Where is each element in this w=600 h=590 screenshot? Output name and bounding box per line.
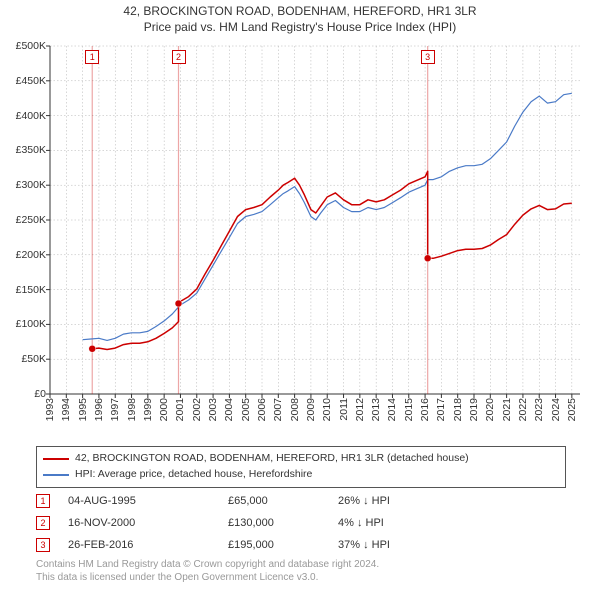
x-tick-label: 1996 — [93, 398, 105, 421]
x-tick-label: 2005 — [240, 398, 252, 421]
sale-price: £65,000 — [228, 495, 338, 507]
sale-date: 26-FEB-2016 — [68, 539, 228, 551]
sale-row: 2 16-NOV-2000£130,0004% ↓ HPI — [36, 512, 390, 534]
x-tick-label: 2019 — [468, 398, 480, 421]
sale-delta: 37% ↓ HPI — [338, 539, 390, 551]
x-tick-label: 2008 — [289, 398, 301, 421]
legend-label-hpi: HPI: Average price, detached house, Here… — [75, 467, 312, 483]
x-tick-label: 2025 — [566, 398, 578, 421]
y-axis: £0£50K£100K£150K£200K£250K£300K£350K£400… — [2, 46, 48, 394]
y-tick-label: £200K — [16, 249, 46, 261]
x-tick-label: 2006 — [256, 398, 268, 421]
title-subtitle: Price paid vs. HM Land Registry's House … — [0, 20, 600, 34]
chart-marker-2: 2 — [172, 50, 186, 64]
x-tick-label: 2021 — [501, 398, 513, 421]
legend-row-hpi: HPI: Average price, detached house, Here… — [43, 467, 559, 483]
x-tick-label: 1998 — [126, 398, 138, 421]
y-tick-label: £100K — [16, 318, 46, 330]
y-tick-label: £500K — [16, 40, 46, 52]
x-tick-label: 2002 — [191, 398, 203, 421]
x-tick-label: 2013 — [370, 398, 382, 421]
footer: Contains HM Land Registry data © Crown c… — [36, 558, 379, 584]
x-tick-label: 2023 — [533, 398, 545, 421]
x-tick-label: 2000 — [158, 398, 170, 421]
y-tick-label: £150K — [16, 284, 46, 296]
x-tick-label: 2018 — [452, 398, 464, 421]
x-tick-label: 2011 — [338, 398, 350, 421]
x-tick-label: 1999 — [142, 398, 154, 421]
x-tick-label: 1994 — [60, 398, 72, 421]
title-address: 42, BROCKINGTON ROAD, BODENHAM, HEREFORD… — [0, 4, 600, 18]
legend-line-hpi — [43, 474, 69, 476]
x-tick-label: 2001 — [174, 398, 186, 421]
y-tick-label: £350K — [16, 144, 46, 156]
x-tick-label: 1995 — [77, 398, 89, 421]
sale-delta: 26% ↓ HPI — [338, 495, 390, 507]
x-tick-label: 2020 — [484, 398, 496, 421]
y-tick-label: £400K — [16, 110, 46, 122]
sale-row: 3 26-FEB-2016£195,00037% ↓ HPI — [36, 534, 390, 556]
x-axis: 1993199419951996199719981999200020012002… — [50, 398, 580, 442]
x-tick-label: 2017 — [435, 398, 447, 421]
sale-date: 16-NOV-2000 — [68, 517, 228, 529]
footer-line2: This data is licensed under the Open Gov… — [36, 571, 379, 584]
sale-marker: 1 — [36, 494, 50, 508]
x-tick-label: 2016 — [419, 398, 431, 421]
chart-container: 42, BROCKINGTON ROAD, BODENHAM, HEREFORD… — [0, 0, 600, 590]
sale-marker: 2 — [36, 516, 50, 530]
sale-price: £195,000 — [228, 539, 338, 551]
sale-date: 04-AUG-1995 — [68, 495, 228, 507]
x-tick-label: 2014 — [386, 398, 398, 421]
x-tick-label: 2022 — [517, 398, 529, 421]
sale-delta: 4% ↓ HPI — [338, 517, 384, 529]
x-tick-label: 2010 — [321, 398, 333, 421]
x-tick-label: 1993 — [44, 398, 56, 421]
legend-row-property: 42, BROCKINGTON ROAD, BODENHAM, HEREFORD… — [43, 451, 559, 467]
x-tick-label: 2012 — [354, 398, 366, 421]
y-tick-label: £450K — [16, 75, 46, 87]
legend-line-property — [43, 458, 69, 460]
legend-label-property: 42, BROCKINGTON ROAD, BODENHAM, HEREFORD… — [75, 451, 469, 467]
chart-svg — [50, 46, 580, 394]
chart-marker-3: 3 — [421, 50, 435, 64]
x-tick-label: 2015 — [403, 398, 415, 421]
sale-row: 1 04-AUG-1995£65,00026% ↓ HPI — [36, 490, 390, 512]
x-tick-label: 2024 — [550, 398, 562, 421]
y-tick-label: £50K — [21, 353, 46, 365]
y-tick-label: £300K — [16, 179, 46, 191]
x-tick-label: 2007 — [272, 398, 284, 421]
x-tick-label: 2003 — [207, 398, 219, 421]
sale-marker: 3 — [36, 538, 50, 552]
legend: 42, BROCKINGTON ROAD, BODENHAM, HEREFORD… — [36, 446, 566, 488]
x-tick-label: 2004 — [223, 398, 235, 421]
sales-block: 1 04-AUG-1995£65,00026% ↓ HPI 2 16-NOV-2000… — [36, 490, 390, 556]
footer-line1: Contains HM Land Registry data © Crown c… — [36, 558, 379, 571]
x-tick-label: 2009 — [305, 398, 317, 421]
y-tick-label: £250K — [16, 214, 46, 226]
title-block: 42, BROCKINGTON ROAD, BODENHAM, HEREFORD… — [0, 0, 600, 34]
chart-area: £0£50K£100K£150K£200K£250K£300K£350K£400… — [50, 46, 580, 394]
chart-marker-1: 1 — [85, 50, 99, 64]
sale-price: £130,000 — [228, 517, 338, 529]
x-tick-label: 1997 — [109, 398, 121, 421]
